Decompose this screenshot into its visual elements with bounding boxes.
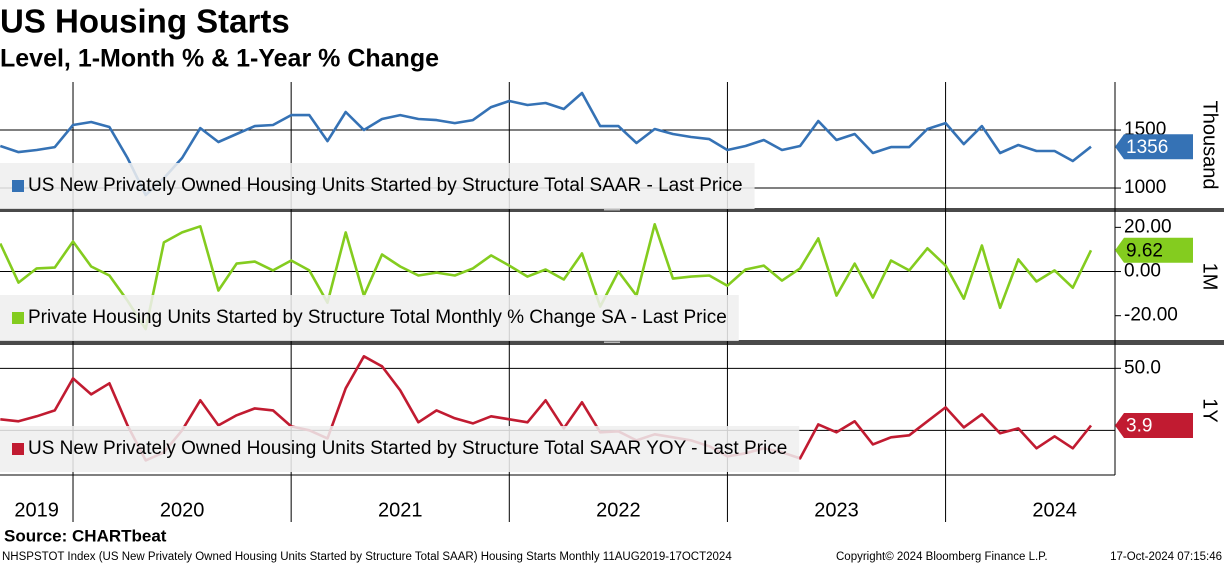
legend-swatch xyxy=(12,312,24,324)
timestamp: 17-Oct-2024 07:15:46 xyxy=(1110,551,1222,563)
last-value-badge xyxy=(1115,237,1193,263)
legend-box xyxy=(0,295,739,341)
x-tick-label: 2024 xyxy=(1032,499,1077,521)
x-tick-label: 2021 xyxy=(378,499,423,521)
footer-note: NHSPSTOT Index (US New Privately Owned H… xyxy=(2,551,732,563)
legend-label: US New Privately Owned Housing Units Sta… xyxy=(28,175,743,196)
x-tick-label: 2019 xyxy=(14,499,59,521)
y-tick-label: 50.0 xyxy=(1124,357,1161,378)
source: Source: CHARTbeat xyxy=(4,526,167,545)
legend-label: US New Privately Owned Housing Units Sta… xyxy=(28,438,787,459)
legend-swatch xyxy=(12,443,24,455)
axis-label: 1M xyxy=(1199,263,1221,291)
y-tick-label: 20.00 xyxy=(1124,216,1172,237)
y-tick-label: 0.00 xyxy=(1124,261,1161,282)
legend-label: Private Housing Units Started by Structu… xyxy=(28,307,727,328)
last-value-label: 9.62 xyxy=(1126,240,1163,261)
y-tick-label: 1000 xyxy=(1124,177,1166,198)
chart-subtitle: Level, 1-Month % & 1-Year % Change xyxy=(0,45,439,73)
last-value-badge xyxy=(1115,413,1193,439)
axis-label: 1Y xyxy=(1199,398,1221,422)
last-value-label: 3.9 xyxy=(1126,416,1152,437)
legend-box xyxy=(0,163,755,209)
separator-handle xyxy=(604,341,620,343)
last-value-badge xyxy=(1115,134,1193,160)
legend-swatch xyxy=(12,180,24,192)
legend-box xyxy=(0,426,800,472)
axis-label: Thousand xyxy=(1199,101,1221,190)
series-line xyxy=(0,223,1093,331)
last-value-label: 1356 xyxy=(1126,137,1168,158)
chart-title: US Housing Starts xyxy=(0,3,290,40)
y-tick-label: -20.00 xyxy=(1124,305,1178,326)
x-tick-label: 2023 xyxy=(814,499,859,521)
x-tick-label: 2020 xyxy=(160,499,205,521)
x-tick-label: 2022 xyxy=(596,499,641,521)
copyright: Copyright© 2024 Bloomberg Finance L.P. xyxy=(836,551,1048,563)
series-line xyxy=(0,91,1092,197)
separator-handle xyxy=(604,209,620,211)
